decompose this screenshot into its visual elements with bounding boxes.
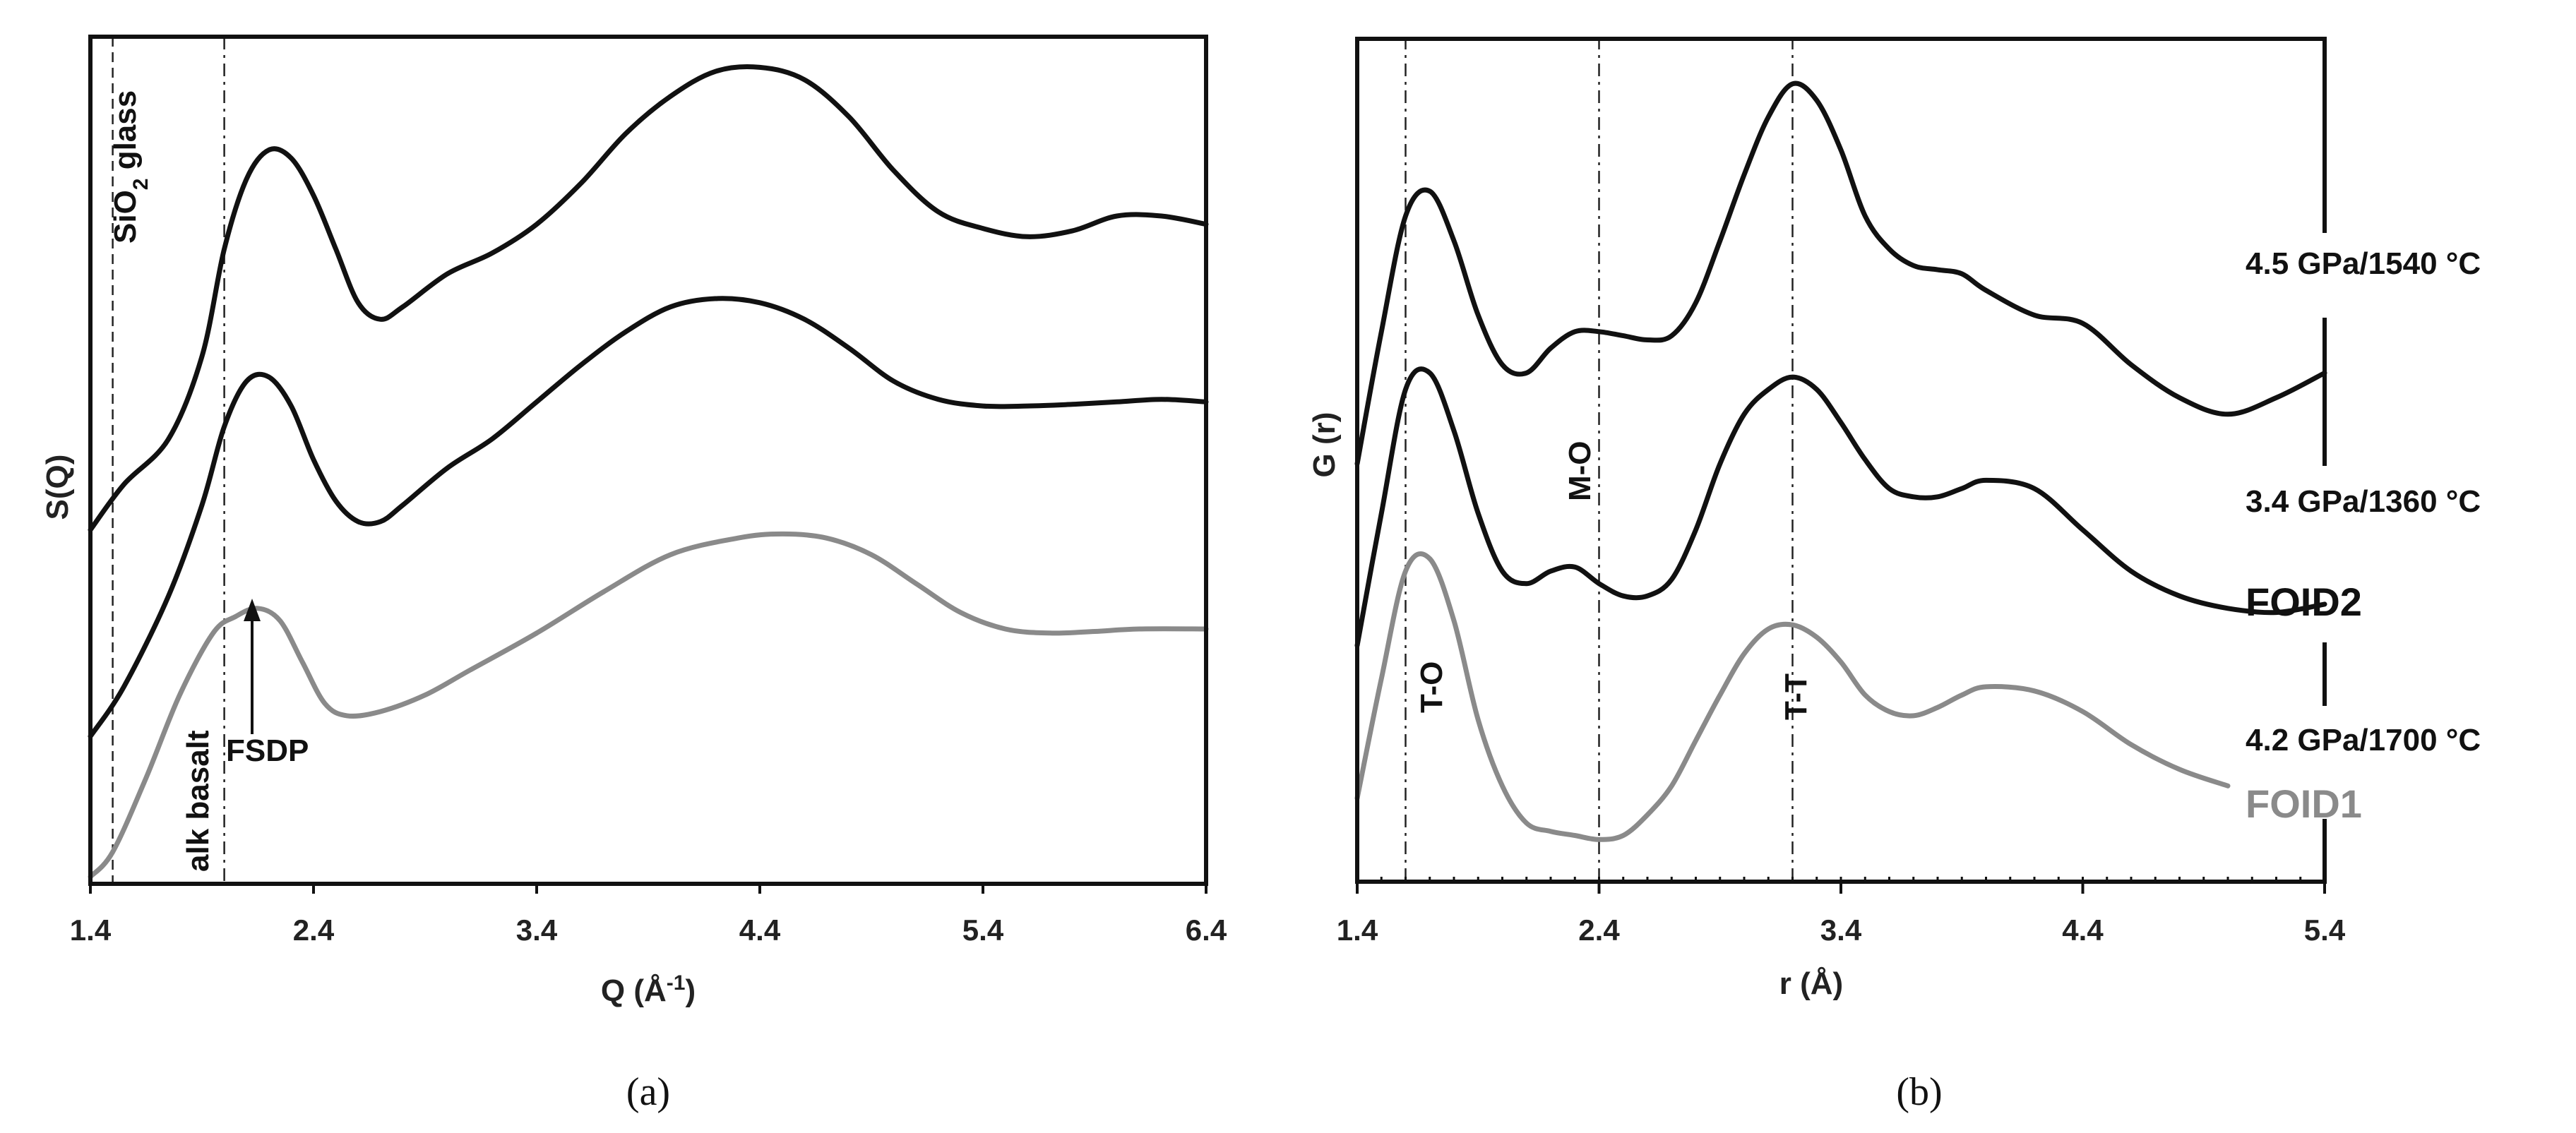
panel-a-plot-frame	[88, 35, 1208, 886]
x-tick-label-1: 2.4	[293, 913, 335, 947]
t-o-label: T-O	[1414, 661, 1449, 713]
alk-basalt-label: alk basalt	[181, 730, 215, 872]
panel-a-x-ticks: 1.4 2.4 3.4 4.4 5.4 6.4	[70, 884, 1227, 947]
panel-a-reference-lines	[112, 37, 225, 884]
series-label-4-5-gpa: 4.5 GPa/1540 °C	[2246, 246, 2481, 281]
panel-a-series	[88, 64, 1209, 880]
x-tick-label-4: 5.4	[962, 913, 1004, 947]
sio2-glass-label: SiO2 glass	[108, 90, 153, 244]
fsdp-arrowhead	[244, 599, 261, 621]
panel-b-series	[1354, 80, 2327, 842]
x-tick-label-1: 2.4	[1578, 913, 1620, 947]
panel-b-x-ticks: 1.4 2.4 3.4 4.4 5.4	[1337, 877, 2346, 947]
series-line-0	[88, 64, 1209, 533]
panel-b-label: (b)	[1896, 1070, 1942, 1114]
t-t-label: T-T	[1779, 673, 1813, 720]
panel-b-y-axis-label: G (r)	[1307, 412, 1342, 478]
m-o-label: M-O	[1563, 440, 1597, 501]
panel-a-y-axis-label: S(Q)	[40, 455, 75, 520]
x-tick-label-0: 1.4	[70, 913, 112, 947]
series-line-1	[88, 296, 1209, 739]
panel-a: 1.4 2.4 3.4 4.4 5.4 6.4 SiO2 glass alk basalt…	[40, 35, 1227, 1114]
fsdp-label: FSDP	[226, 733, 309, 768]
panel-b-x-axis-label: r (Å)	[1779, 966, 1843, 1001]
series-label-4-2-gpa: 4.2 GPa/1700 °C	[2246, 723, 2481, 757]
series-label-3-4-gpa: 3.4 GPa/1360 °C	[2246, 484, 2481, 519]
x-tick-label-3: 4.4	[739, 913, 781, 947]
x-tick-label-0: 1.4	[1337, 913, 1378, 947]
series-line-0	[1354, 80, 2327, 467]
x-tick-label-5: 6.4	[1186, 913, 1227, 947]
foid1-label: FOID1	[2246, 781, 2362, 826]
foid2-label: FOID2	[2246, 580, 2362, 624]
x-tick-label-2: 3.4	[1820, 913, 1862, 947]
x-tick-label-4: 5.4	[2304, 913, 2346, 947]
x-tick-label-3: 4.4	[2062, 913, 2104, 947]
panel-a-x-axis-label: Q (Å-1)	[601, 971, 696, 1009]
panel-a-label: (a)	[626, 1070, 670, 1114]
x-tick-label-2: 3.4	[516, 913, 558, 947]
panel-b-reference-lines	[1405, 37, 1794, 884]
series-line-1	[1354, 366, 2327, 648]
panel-b: 1.4 2.4 3.4 4.4 5.4 T-O M-O T-T 4.5 GPa/1540…	[1307, 37, 2481, 1114]
series-line-2	[88, 531, 1209, 880]
series-line-2	[1354, 551, 2231, 842]
